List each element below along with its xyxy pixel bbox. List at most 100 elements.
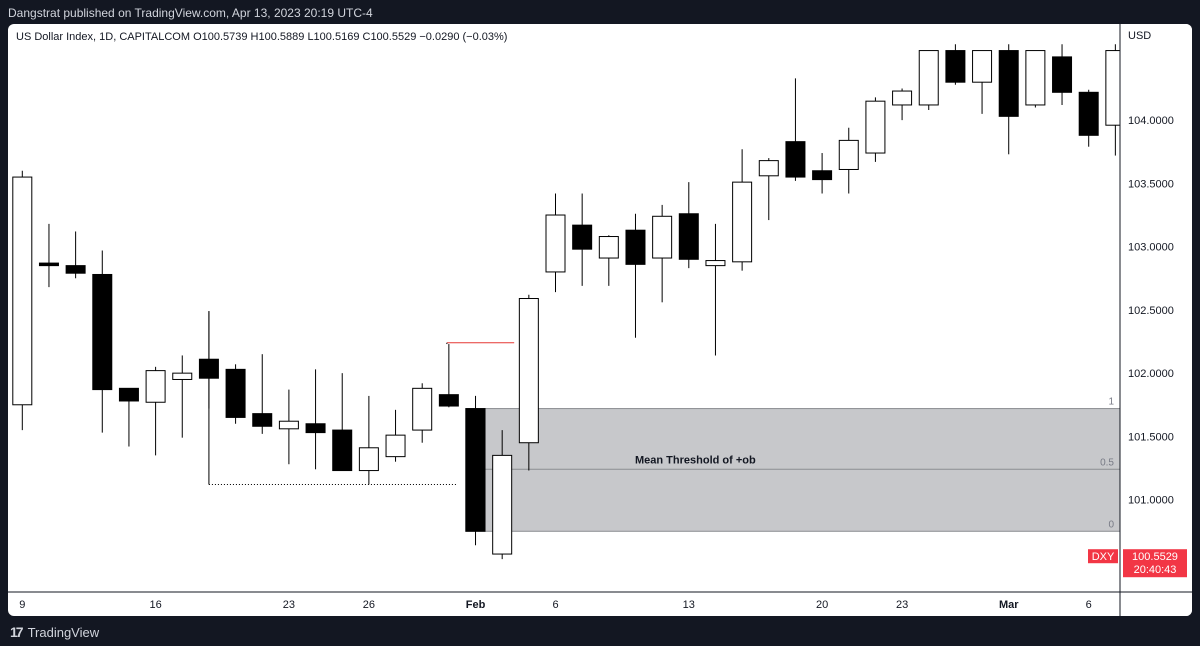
candle[interactable]: [492, 430, 513, 560]
candle[interactable]: [1025, 50, 1046, 108]
candle[interactable]: [278, 389, 299, 465]
bull-candle-body: [412, 387, 433, 431]
candle[interactable]: [838, 127, 859, 194]
candle[interactable]: [12, 170, 33, 431]
bull-candle-body: [598, 236, 619, 259]
candle[interactable]: [412, 383, 433, 443]
candle[interactable]: [465, 395, 486, 546]
candle[interactable]: [918, 50, 939, 111]
time-tick-label: 16: [149, 599, 161, 611]
candle[interactable]: [625, 213, 646, 338]
bear-candle-body: [65, 265, 86, 274]
zone-top-label: 1: [1108, 397, 1114, 408]
time-tick-label: 23: [896, 599, 908, 611]
candle[interactable]: [998, 44, 1019, 155]
price-tick-label: 103.5000: [1128, 178, 1174, 190]
bull-candle-body: [732, 181, 753, 263]
candle[interactable]: [358, 395, 379, 485]
price-tick-label: 102.0000: [1128, 368, 1174, 380]
candlestick-chart[interactable]: 1 0.5 0 Mean Threshold of +ob USD 104.0000 10…: [8, 24, 1192, 616]
candle[interactable]: [65, 231, 86, 279]
candle[interactable]: [198, 311, 219, 409]
bear-candle-body: [38, 262, 59, 267]
time-tick-label: 13: [683, 599, 695, 611]
bear-candle-body: [1078, 91, 1099, 136]
candle[interactable]: [972, 50, 993, 114]
time-tick-label: 6: [552, 599, 558, 611]
symbol-tag: DXY: [1092, 551, 1115, 563]
last-price-value: 100.5529: [1132, 551, 1178, 563]
candle[interactable]: [145, 366, 166, 456]
bull-candle-body: [172, 372, 193, 380]
candle[interactable]: [732, 149, 753, 271]
bull-candle-body: [838, 139, 859, 170]
bull-candle-body: [492, 454, 513, 555]
bear-candle-body: [305, 423, 326, 434]
candle[interactable]: [172, 355, 193, 438]
mean-threshold-title: Mean Threshold of +ob: [635, 454, 756, 466]
price-tick-label: 103.0000: [1128, 242, 1174, 254]
bear-candle-body: [678, 213, 699, 260]
candle[interactable]: [758, 158, 779, 221]
candle[interactable]: [252, 354, 273, 434]
time-tick-label: 9: [19, 599, 25, 611]
bull-candle-body: [12, 176, 33, 406]
tradingview-logo[interactable]: 17 TradingView: [10, 624, 99, 640]
bar-countdown: 20:40:43: [1134, 564, 1177, 576]
bear-candle-body: [785, 141, 806, 178]
candle[interactable]: [812, 153, 833, 194]
order-block-zone[interactable]: [465, 408, 1121, 532]
candle[interactable]: [652, 204, 673, 303]
bull-candle-body: [972, 50, 993, 83]
chart-frame[interactable]: US Dollar Index, 1D, CAPITALCOM O100.573…: [8, 24, 1192, 616]
bull-candle-body: [865, 100, 886, 154]
time-tick-label: 23: [283, 599, 295, 611]
bear-candle-body: [438, 394, 459, 407]
candle[interactable]: [518, 294, 539, 471]
candle[interactable]: [865, 97, 886, 162]
brand-label: TradingView: [27, 624, 100, 640]
candle[interactable]: [545, 193, 566, 293]
bear-candle-body: [572, 224, 593, 250]
candle[interactable]: [92, 250, 113, 433]
candle[interactable]: [678, 182, 699, 269]
bull-candle-body: [892, 90, 913, 106]
candle[interactable]: [572, 193, 593, 286]
bull-candle-body: [278, 420, 299, 430]
symbol-tag-bg: [1088, 549, 1118, 564]
candle[interactable]: [38, 223, 59, 288]
candle[interactable]: [438, 344, 459, 408]
price-tick-label: 102.5000: [1128, 305, 1174, 317]
bull-candle-body: [918, 50, 939, 106]
candle[interactable]: [225, 364, 246, 424]
candle[interactable]: [705, 223, 726, 356]
price-tick-label: 104.0000: [1128, 115, 1174, 127]
bear-candle-body: [252, 413, 273, 427]
bear-candle-body: [92, 273, 113, 391]
candle[interactable]: [1078, 89, 1099, 147]
candle[interactable]: [118, 387, 139, 447]
candle[interactable]: [385, 409, 406, 462]
candle[interactable]: [598, 235, 619, 286]
bear-candle-body: [998, 50, 1019, 117]
price-axis-bg: [1120, 24, 1192, 616]
time-tick-label: 6: [1086, 599, 1092, 611]
bear-candle-body: [225, 368, 246, 418]
currency-label: USD: [1128, 30, 1151, 42]
candle[interactable]: [305, 369, 326, 470]
bear-candle-body: [198, 358, 219, 379]
bull-candle-body: [705, 260, 726, 267]
candle[interactable]: [785, 78, 806, 181]
candle[interactable]: [945, 44, 966, 85]
last-price-tag-bg: [1123, 549, 1187, 578]
publish-header: Dangstrat published on TradingView.com, …: [8, 6, 373, 20]
bear-candle-body: [332, 429, 353, 472]
time-tick-label: Mar: [999, 599, 1019, 611]
candle[interactable]: [332, 373, 353, 472]
candle[interactable]: [1052, 44, 1073, 105]
bull-candle-body: [545, 214, 566, 273]
price-tick-label: 101.0000: [1128, 495, 1174, 507]
bear-candle-body: [118, 387, 139, 402]
candle[interactable]: [892, 88, 913, 121]
zone-bottom-label: 0: [1108, 519, 1114, 530]
